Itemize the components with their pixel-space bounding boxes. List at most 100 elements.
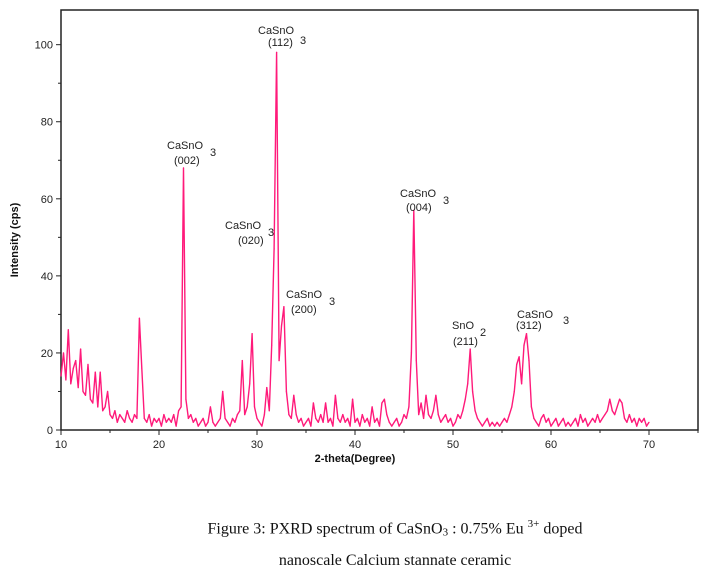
data-point xyxy=(457,413,459,416)
data-point xyxy=(146,421,148,423)
data-point xyxy=(351,398,354,400)
data-point xyxy=(481,425,483,427)
peak-label-compound: CaSnO xyxy=(286,289,323,301)
data-point xyxy=(158,417,160,420)
data-point xyxy=(249,383,251,385)
peak-label-subscript: 3 xyxy=(443,195,449,207)
x-tick-label: 70 xyxy=(643,439,655,451)
data-point xyxy=(609,398,611,400)
pxrd-chart: 10 20 30 40 50 60 70 0 20 40 60 80 100 2-theta(Degree… xyxy=(9,9,699,465)
data-point xyxy=(102,410,104,412)
data-point xyxy=(633,417,635,420)
x-tick-label: 10 xyxy=(55,439,67,451)
data-point xyxy=(87,363,89,366)
data-point xyxy=(212,421,214,423)
data-point xyxy=(369,425,371,427)
data-point xyxy=(540,417,542,420)
data-point xyxy=(518,356,520,358)
data-point xyxy=(400,421,403,423)
data-point xyxy=(467,383,469,385)
data-point xyxy=(432,410,434,412)
data-point xyxy=(614,413,616,416)
data-point xyxy=(442,417,444,420)
data-point xyxy=(153,417,155,420)
data-point xyxy=(361,413,363,416)
data-point xyxy=(129,417,131,420)
data-point xyxy=(381,402,383,404)
plot-frame xyxy=(60,9,699,431)
data-point xyxy=(138,317,140,319)
data-point xyxy=(636,425,638,427)
data-point xyxy=(484,421,486,423)
data-point xyxy=(329,417,332,420)
caption-subscript: 3 xyxy=(442,526,449,539)
peak-label-hkl: (211) xyxy=(453,336,478,348)
caption-text: doped xyxy=(539,520,583,538)
data-point xyxy=(567,421,569,423)
data-point xyxy=(349,425,351,427)
data-point xyxy=(557,425,559,427)
data-point xyxy=(538,425,540,427)
data-point xyxy=(266,387,268,389)
data-point xyxy=(70,383,72,385)
data-point xyxy=(60,375,62,377)
data-point xyxy=(315,417,317,420)
data-point xyxy=(236,413,238,416)
data-point xyxy=(234,421,236,423)
peak-label-subscript: 3 xyxy=(210,147,216,159)
data-point xyxy=(136,417,138,420)
data-point xyxy=(587,425,589,427)
data-point xyxy=(268,410,270,412)
data-point xyxy=(111,417,114,420)
data-point xyxy=(334,394,336,396)
data-point xyxy=(631,421,633,423)
data-point xyxy=(151,425,153,427)
data-point xyxy=(474,410,476,412)
data-point xyxy=(119,413,121,416)
data-point xyxy=(239,410,241,412)
data-point xyxy=(427,413,430,416)
data-point xyxy=(555,417,557,420)
data-point xyxy=(547,417,550,420)
data-point xyxy=(302,425,305,427)
data-point xyxy=(99,371,101,373)
data-point xyxy=(72,367,74,369)
data-point xyxy=(114,410,116,412)
data-point xyxy=(621,402,623,404)
data-point xyxy=(89,398,91,400)
data-point xyxy=(214,425,216,427)
data-point xyxy=(246,406,248,408)
data-point xyxy=(479,421,481,423)
data-point xyxy=(545,421,547,423)
data-point xyxy=(645,425,648,427)
data-point xyxy=(231,417,234,420)
peak-label-compound: CaSnO xyxy=(167,140,204,152)
data-point xyxy=(489,425,491,427)
data-point xyxy=(452,425,454,427)
data-point xyxy=(298,421,300,423)
data-point xyxy=(354,421,356,423)
data-point xyxy=(596,413,599,416)
data-point xyxy=(425,394,427,396)
data-point xyxy=(584,417,586,420)
data-point xyxy=(320,413,322,416)
peak-label-subscript: 3 xyxy=(268,227,274,239)
data-point xyxy=(229,425,231,427)
data-point xyxy=(104,406,106,408)
data-point xyxy=(543,413,545,416)
data-point xyxy=(187,417,189,420)
data-point xyxy=(273,248,275,250)
data-point xyxy=(582,421,584,423)
data-point xyxy=(462,410,464,412)
data-point xyxy=(418,413,420,416)
data-point xyxy=(80,348,82,350)
data-point xyxy=(648,421,650,423)
data-point xyxy=(143,417,145,420)
data-point xyxy=(643,417,645,420)
data-point xyxy=(393,421,395,423)
data-point xyxy=(601,417,604,420)
data-point xyxy=(202,417,204,420)
data-point xyxy=(182,167,185,169)
data-point xyxy=(415,360,417,362)
